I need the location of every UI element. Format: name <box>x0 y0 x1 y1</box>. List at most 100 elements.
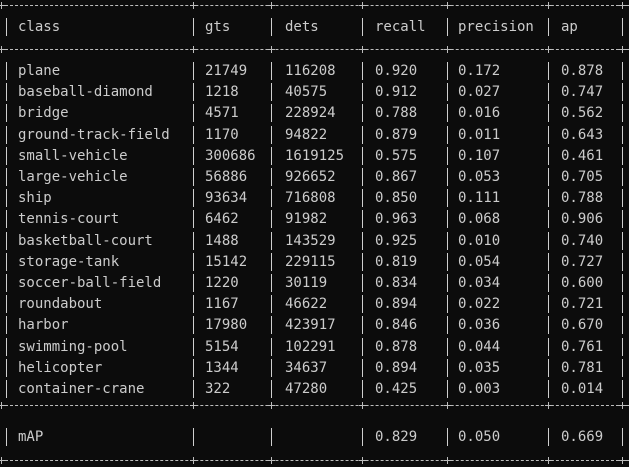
row-column-divider <box>548 125 549 144</box>
row-column-divider <box>447 168 448 186</box>
row-column-divider <box>622 295 623 314</box>
top-border-joint <box>444 2 451 9</box>
row-column-divider <box>447 252 448 271</box>
cell-dets: 926652 <box>285 169 336 185</box>
row-column-divider <box>548 231 549 250</box>
summary-column-divider <box>622 428 623 446</box>
cell-class: soccer-ball-field <box>18 275 162 291</box>
row-column-divider <box>6 274 7 292</box>
cell-ap: 0.727 <box>561 253 604 270</box>
cell-dets: 102291 <box>285 338 336 355</box>
row-column-divider <box>447 274 448 292</box>
row-column-divider <box>193 231 194 250</box>
row-column-divider <box>447 189 448 208</box>
row-column-divider <box>271 168 272 186</box>
summary-separator-joint <box>268 402 275 409</box>
row-column-divider <box>6 125 7 144</box>
cell-ap: 0.740 <box>561 232 604 249</box>
cell-dets: 1619125 <box>285 147 345 164</box>
cell-dets: 229115 <box>285 253 336 270</box>
cell-ap: 0.761 <box>561 338 604 355</box>
row-column-divider <box>362 62 363 80</box>
row-column-divider <box>271 125 272 144</box>
summary-column-divider <box>193 428 194 446</box>
cell-recall: 0.575 <box>375 147 418 164</box>
cell-recall: 0.850 <box>375 190 418 207</box>
cell-gts: 5154 <box>205 338 239 355</box>
row-column-divider <box>622 125 623 144</box>
row-column-divider <box>622 168 623 186</box>
row-column-divider <box>362 252 363 271</box>
cell-recall: 0.788 <box>375 105 418 122</box>
row-column-divider <box>447 104 448 123</box>
row-column-divider <box>622 210 623 229</box>
row-column-divider <box>622 252 623 271</box>
header-separator-joint <box>0 46 5 53</box>
row-column-divider <box>6 358 7 377</box>
row-column-divider <box>271 295 272 314</box>
row-column-divider <box>6 210 7 229</box>
row-column-divider <box>193 125 194 144</box>
cell-class: helicopter <box>18 359 103 376</box>
bottom-border-joint <box>444 457 451 464</box>
bottom-border <box>0 460 629 461</box>
cell-dets: 40575 <box>285 84 328 101</box>
row-column-divider <box>6 189 7 208</box>
row-column-divider <box>193 274 194 292</box>
header-recall: recall <box>375 19 426 35</box>
bottom-border-joint <box>0 457 5 464</box>
cell-ap: 0.643 <box>561 126 604 143</box>
cell-class: storage-tank <box>18 253 120 270</box>
row-column-divider <box>622 380 623 398</box>
header-column-divider <box>193 18 194 36</box>
cell-class: swimming-pool <box>18 338 128 355</box>
row-column-divider <box>548 104 549 123</box>
row-column-divider <box>362 189 363 208</box>
summary-column-divider <box>6 428 7 446</box>
cell-class: harbor <box>18 317 69 334</box>
cell-recall: 0.894 <box>375 296 418 313</box>
cell-ap: 0.600 <box>561 275 604 291</box>
cell-class: ground-track-field <box>18 126 170 143</box>
row-column-divider <box>548 62 549 80</box>
header-column-divider <box>447 18 448 36</box>
cell-recall: 0.912 <box>375 84 418 101</box>
cell-recall: 0.925 <box>375 232 418 249</box>
row-column-divider <box>6 252 7 271</box>
row-column-divider <box>548 295 549 314</box>
summary-column-divider <box>362 428 363 446</box>
top-border-joint <box>359 2 366 9</box>
cell-dets: 423917 <box>285 317 336 334</box>
top-border-joint <box>268 2 275 9</box>
cell-gts: 1220 <box>205 275 239 291</box>
cell-precision: 0.044 <box>458 338 501 355</box>
bottom-border-joint <box>268 457 275 464</box>
cell-recall: 0.963 <box>375 211 418 228</box>
row-column-divider <box>271 104 272 123</box>
top-border-joint <box>619 2 626 9</box>
row-column-divider <box>447 295 448 314</box>
cell-precision: 0.027 <box>458 84 501 101</box>
row-column-divider <box>271 62 272 80</box>
row-column-divider <box>447 231 448 250</box>
cell-class: roundabout <box>18 296 103 313</box>
cell-ap: 0.461 <box>561 147 604 164</box>
summary-precision: 0.050 <box>458 429 501 445</box>
row-column-divider <box>271 83 272 102</box>
row-column-divider <box>548 252 549 271</box>
header-class: class <box>18 19 61 35</box>
row-column-divider <box>193 337 194 356</box>
row-column-divider <box>622 316 623 335</box>
header-column-divider <box>362 18 363 36</box>
summary-separator-joint <box>545 402 552 409</box>
summary-recall: 0.829 <box>375 429 418 445</box>
row-column-divider <box>362 337 363 356</box>
cell-ap: 0.705 <box>561 169 604 185</box>
row-column-divider <box>447 125 448 144</box>
header-separator-joint <box>619 46 626 53</box>
row-column-divider <box>622 189 623 208</box>
row-column-divider <box>6 168 7 186</box>
row-column-divider <box>447 380 448 398</box>
row-column-divider <box>6 83 7 102</box>
cell-ap: 0.747 <box>561 84 604 101</box>
